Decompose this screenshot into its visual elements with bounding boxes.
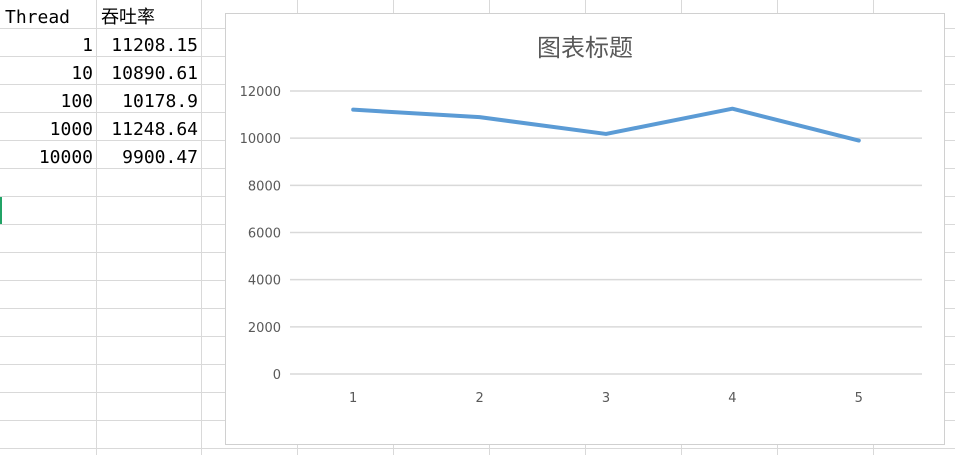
- x-tick-label: 3: [602, 391, 610, 406]
- cell-throughput[interactable]: 10890.61: [111, 63, 198, 84]
- cell-thread[interactable]: 100: [60, 91, 93, 112]
- cell-throughput[interactable]: 9900.47: [122, 147, 198, 168]
- column-divider: [201, 0, 202, 455]
- x-tick-label: 5: [855, 391, 863, 406]
- series-line[interactable]: [351, 106, 861, 143]
- y-tick-label: 12000: [240, 85, 281, 100]
- cell-throughput[interactable]: 10178.9: [122, 91, 198, 112]
- x-tick-label: 2: [475, 391, 483, 406]
- line-chart[interactable]: 图表标题 0 2000 4000 6000 8000 10000 12000 1 2 3 4 5: [225, 13, 945, 445]
- y-tick-label: 4000: [248, 274, 281, 289]
- y-tick-label: 0: [273, 368, 281, 383]
- cell-throughput[interactable]: 11248.64: [111, 119, 198, 140]
- cell-thread[interactable]: 1: [82, 35, 93, 56]
- row-divider: [0, 448, 955, 449]
- x-tick-label: 1: [349, 391, 357, 406]
- y-tick-label: 6000: [248, 227, 281, 242]
- cell-thread[interactable]: 1000: [49, 119, 93, 140]
- column-divider: [96, 0, 97, 455]
- gridlines: [290, 90, 922, 375]
- cell-header-thread[interactable]: Thread: [5, 7, 71, 28]
- cell-throughput[interactable]: 11208.15: [111, 35, 198, 56]
- x-axis-labels: 1 2 3 4 5: [349, 391, 863, 406]
- chart-canvas: 图表标题 0 2000 4000 6000 8000 10000 12000 1 2 3 4 5: [240, 34, 922, 406]
- y-axis-labels: 0 2000 4000 6000 8000 10000 12000: [240, 85, 281, 383]
- y-tick-label: 2000: [248, 321, 281, 336]
- cell-thread[interactable]: 10000: [38, 147, 93, 168]
- cell-header-throughput[interactable]: 吞吐率: [101, 7, 155, 28]
- chart-title[interactable]: 图表标题: [537, 34, 633, 62]
- series-lines[interactable]: [351, 106, 861, 143]
- active-cell-marker: [0, 197, 2, 224]
- y-tick-label: 10000: [240, 132, 281, 147]
- y-tick-label: 8000: [248, 179, 281, 194]
- x-tick-label: 4: [728, 391, 736, 406]
- cell-thread[interactable]: 10: [71, 63, 93, 84]
